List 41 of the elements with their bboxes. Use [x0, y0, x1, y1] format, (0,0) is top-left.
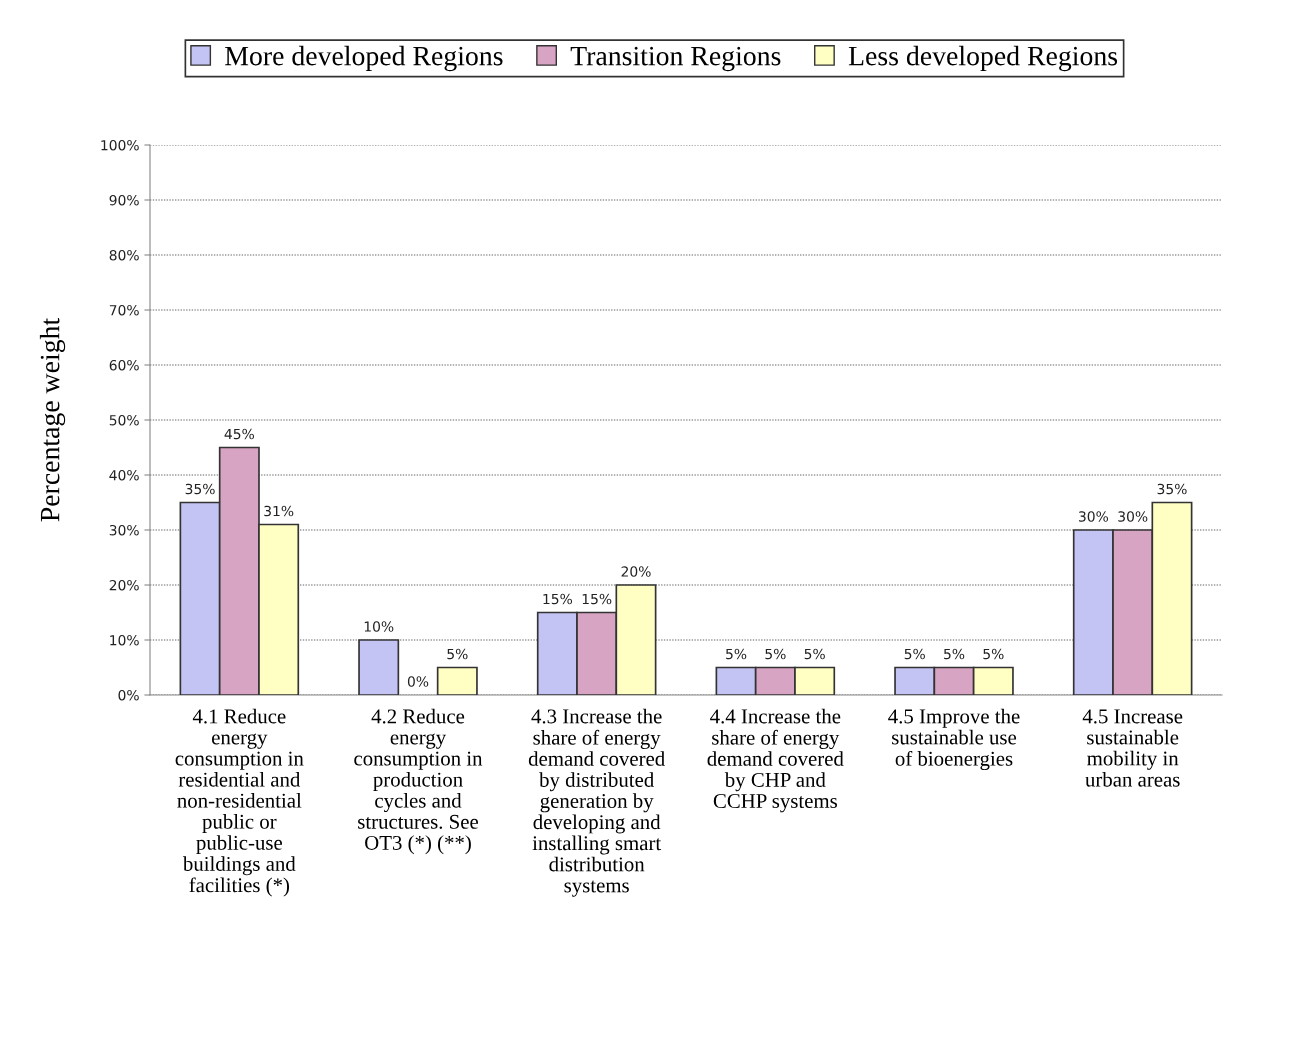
- y-axis-title: Percentage weight: [39, 317, 66, 522]
- y-tick-label: 70%: [109, 304, 139, 316]
- x-tick-label: 4.5 Improve the sustainable use of bioenergies: [888, 708, 1020, 771]
- legend-label: Less developed Regions: [848, 45, 1118, 72]
- x-tick-label: 4.5 Increase sustainable mobility in urban areas: [1082, 709, 1183, 787]
- data-label: 15%: [582, 593, 612, 605]
- y-tick-label: 100%: [101, 139, 139, 151]
- data-label: 30%: [1118, 511, 1148, 522]
- data-label: 35%: [185, 483, 215, 495]
- legend-label: Transition Regions: [570, 46, 781, 72]
- bar: [358, 639, 400, 695]
- y-tick-label: 30%: [109, 524, 139, 536]
- data-label: 5%: [447, 648, 468, 660]
- y-tick-label: 0%: [118, 689, 139, 701]
- x-tick-label: 4.2 Reduce energy consumption in production cycles and structures. See OT3 (*) (**): [354, 708, 483, 855]
- data-label: 20%: [621, 566, 651, 577]
- y-tick-label: 80%: [109, 249, 139, 261]
- data-label: 0%: [407, 676, 429, 687]
- data-label: 5%: [904, 648, 925, 660]
- data-label: 5%: [944, 648, 965, 660]
- bar: [436, 666, 478, 695]
- data-label: 5%: [804, 648, 825, 660]
- category-label: 4.1 Reduce energy consumption in residential and non-residential public or public-use buildings and facilities (*): [175, 708, 304, 897]
- data-label: 31%: [264, 505, 294, 517]
- y-tick-label: 10%: [110, 634, 139, 646]
- data-label: 5%: [765, 648, 786, 660]
- category-label: 4.3 Increase the share of energy demand covered by distributed generation by developing and installing smart distribution systems: [528, 708, 665, 897]
- y-tick-label: 20%: [109, 579, 139, 591]
- data-label: 35%: [1157, 483, 1187, 495]
- y-tick-label: 40%: [109, 469, 139, 481]
- data-label: 45%: [224, 428, 254, 440]
- data-label: 5%: [983, 648, 1004, 660]
- data-label: 15%: [543, 593, 573, 605]
- data-label: 10%: [364, 621, 394, 632]
- legend-label: More developed Regions: [225, 45, 503, 72]
- data-label: 30%: [1078, 511, 1109, 522]
- data-label: 5%: [726, 648, 747, 660]
- y-tick-label: 90%: [109, 194, 139, 206]
- y-tick-label: 60%: [109, 359, 139, 371]
- x-tick-label: 4.4 Increase the share of energy demand covered by CHP and CCHP systems: [707, 708, 844, 813]
- y-tick-label: 50%: [109, 414, 139, 426]
